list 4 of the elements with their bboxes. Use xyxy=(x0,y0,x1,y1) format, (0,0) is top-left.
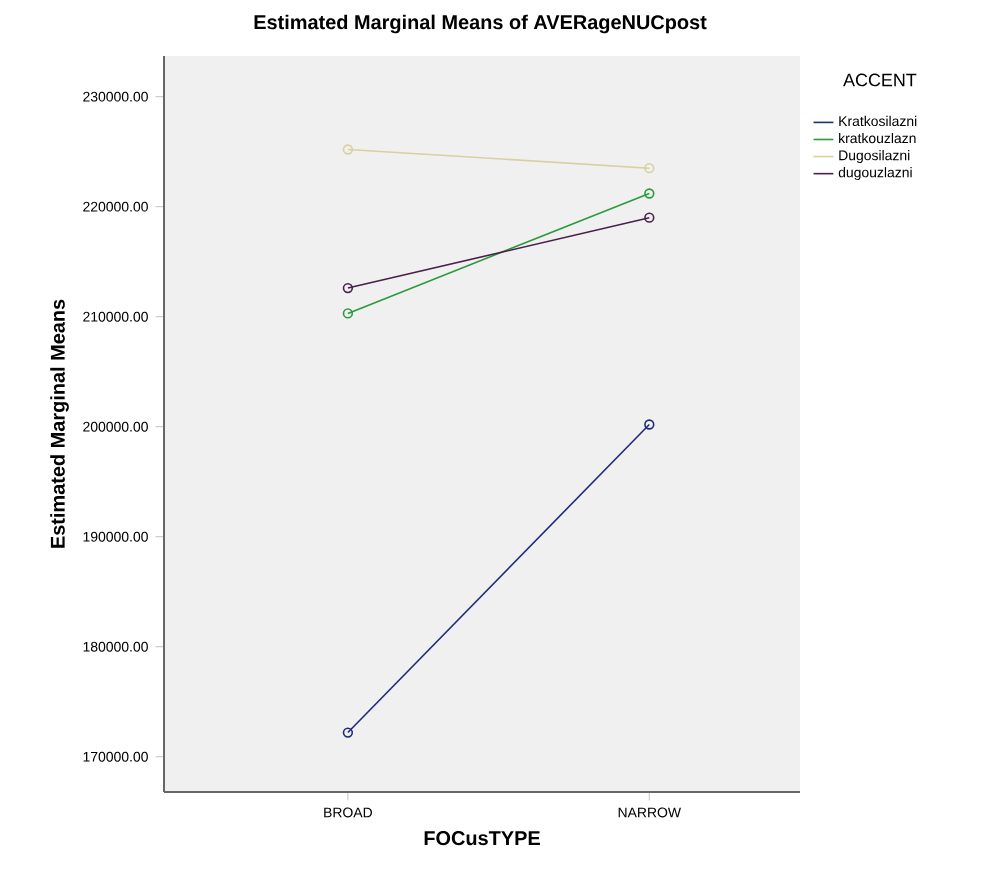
x-axis-title: FOCusTYPE xyxy=(424,831,540,846)
chart-title: Estimated Marginal Means of AVERageNUCpost xyxy=(254,14,707,34)
y-axis-title: Estimated Marginal Means xyxy=(50,299,69,548)
legend-title: ACCENT xyxy=(843,73,917,87)
